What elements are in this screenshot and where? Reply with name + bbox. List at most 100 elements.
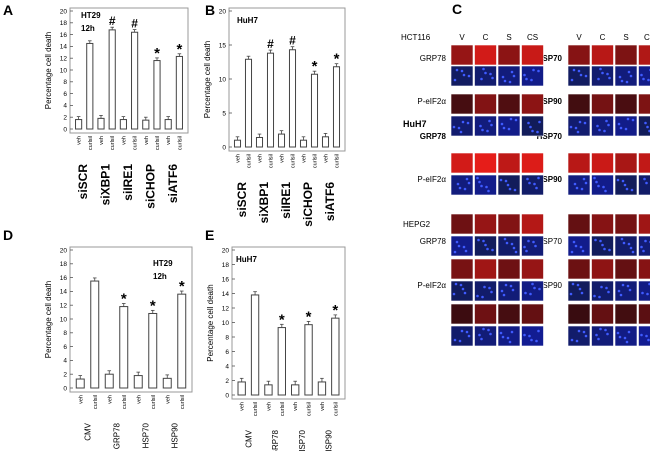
nucleus-dot [644, 239, 647, 243]
bar-curlsil [244, 58, 253, 148]
nucleus-dot [501, 75, 505, 79]
nucleus-dot [622, 241, 626, 245]
y-tick-label: 6 [225, 349, 229, 356]
nucleus-dot [524, 291, 527, 295]
nucleus-dot [594, 238, 597, 242]
nucleus-dot [508, 80, 512, 84]
nucleus-dot [461, 287, 465, 291]
nucleus-dot [608, 248, 611, 252]
y-tick-label: 4 [225, 363, 229, 370]
nucleus-dot [478, 333, 481, 337]
bar-curlsil [175, 55, 183, 130]
row-label-left: P-eIF2α [417, 175, 446, 184]
nucleus-dot [628, 288, 632, 292]
panel-c-microscopy: CVCSCSVCSCSHCT116HuH7HEPG2GRP78P-eIF2αGR… [401, 1, 650, 347]
y-tick-label: 2 [225, 378, 229, 385]
nucleus-dot [458, 186, 462, 190]
nucleus-dot [597, 77, 600, 81]
dapi-image-tile [521, 115, 544, 137]
nucleus-dot [617, 122, 621, 126]
dapi-image-tile [591, 325, 614, 347]
group-label: HSP90 [171, 422, 180, 448]
column-header: V [459, 33, 465, 42]
stain-image-tile [638, 303, 650, 325]
nucleus-dot [499, 331, 503, 335]
stain-image-tile [638, 44, 650, 66]
stain-image-tile [497, 44, 521, 66]
y-tick-label: 8 [63, 330, 67, 337]
stain-image-tile [474, 44, 497, 66]
y-tick-label: 18 [60, 20, 68, 27]
nucleus-dot [467, 334, 471, 338]
group-label: CMV [244, 429, 253, 447]
significance-marker: * [334, 51, 340, 68]
stain-image-tile [450, 258, 474, 280]
nucleus-dot [577, 69, 581, 73]
nucleus-dot [459, 283, 463, 287]
y-tick-label: 18 [60, 261, 68, 268]
nucleus-dot [512, 74, 516, 78]
dapi-image-tile [638, 65, 650, 87]
bar-label: curlsil [110, 136, 116, 150]
nucleus-dot [490, 290, 493, 294]
row-label-left: GRP78 [420, 54, 447, 63]
nucleus-dot [626, 117, 630, 121]
panel-label: E [205, 227, 214, 243]
stain-image-tile [567, 303, 591, 325]
stain-image-tile [567, 258, 591, 280]
nucleus-dot [593, 294, 596, 298]
nucleus-dot [529, 125, 532, 129]
nucleus-dot [572, 68, 576, 72]
nucleus-dot [607, 123, 610, 127]
bar-label: curlsil [177, 136, 183, 150]
nucleus-dot [503, 79, 507, 83]
stain-image-tile [450, 44, 474, 66]
nucleus-dot [577, 329, 581, 333]
cell-line-label: HCT116 [401, 33, 431, 42]
nucleus-dot [643, 177, 646, 181]
nucleus-dot [599, 327, 602, 331]
y-tick-label: 15 [219, 42, 227, 49]
nucleus-dot [631, 118, 635, 122]
nucleus-dot [505, 241, 509, 245]
nucleus-dot [569, 292, 573, 296]
nucleus-dot [531, 129, 534, 133]
row-label-right: HSP90 [537, 175, 563, 184]
nucleus-dot [623, 183, 627, 187]
y-tick-label: 0 [222, 144, 226, 151]
nucleus-dot [487, 189, 490, 193]
bar-label: veh [78, 395, 84, 404]
bar-label: veh [280, 154, 286, 163]
y-tick-label: 18 [222, 262, 230, 269]
stain-image-tile [591, 93, 614, 115]
bar-label: curlsil [291, 154, 297, 168]
nucleus-dot [625, 340, 629, 344]
bar-veh [119, 119, 127, 130]
stain-image-tile [591, 44, 614, 66]
row-label-left: P-eIF2α [417, 281, 446, 290]
stain-image-tile [450, 152, 474, 174]
nucleus-dot [646, 292, 649, 296]
nucleus-dot [512, 246, 516, 250]
y-tick-label: 6 [63, 344, 67, 351]
cell-line-label: HuH7 [236, 255, 257, 264]
nucleus-dot [616, 178, 620, 182]
nucleus-dot [640, 245, 643, 249]
y-tick-label: 20 [219, 8, 227, 15]
dapi-image-tile [474, 325, 497, 347]
nucleus-dot [531, 282, 534, 286]
stain-image-tile [567, 152, 591, 174]
stain-image-tile [474, 152, 497, 174]
nucleus-dot [529, 292, 532, 296]
bar-curlsil [108, 29, 116, 130]
nucleus-dot [630, 188, 634, 192]
bar-label: veh [121, 136, 127, 145]
nucleus-dot [478, 180, 481, 184]
dapi-image-tile [450, 115, 474, 137]
stain-image-tile [474, 258, 497, 280]
bar-veh [277, 133, 286, 148]
bar-label: veh [258, 154, 264, 163]
stain-image-tile [521, 258, 544, 280]
stain-image-tile [591, 152, 614, 174]
bar-label: curlsil [88, 136, 94, 150]
